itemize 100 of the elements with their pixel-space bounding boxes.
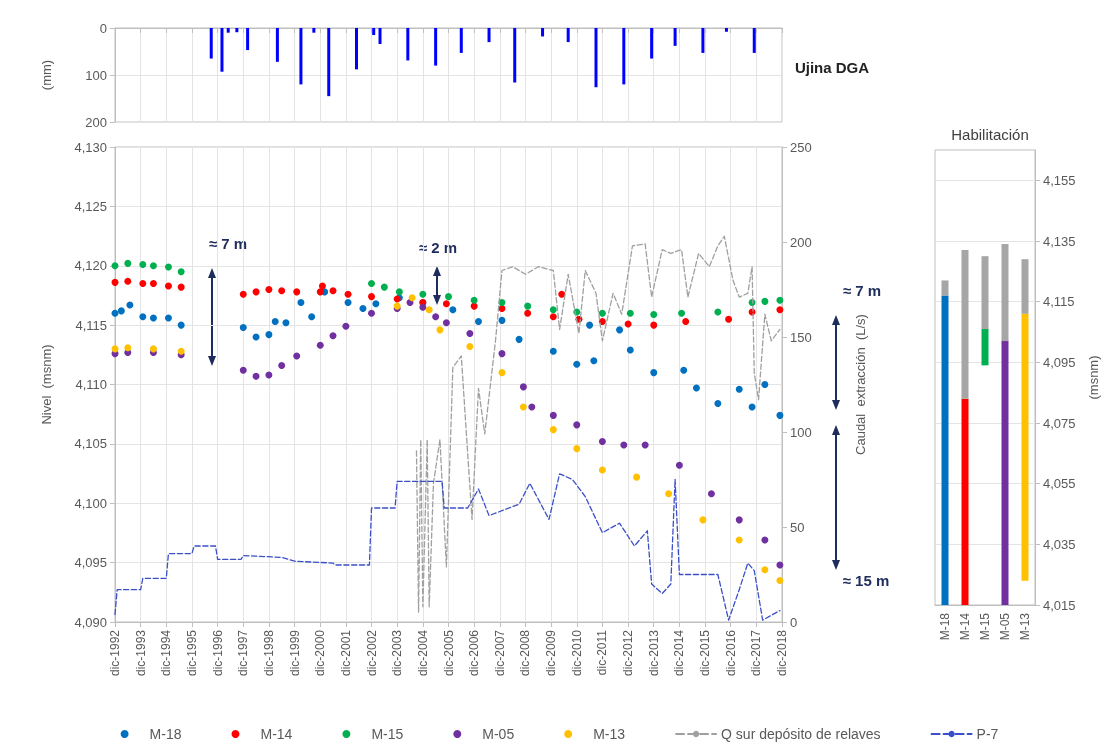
x-tick-label: dic-2010: [569, 629, 584, 677]
x-tick-label: dic-2006: [467, 629, 482, 677]
y2-tick-label: 0: [790, 614, 798, 630]
point: [528, 403, 536, 411]
point: [239, 290, 247, 298]
point: [573, 421, 581, 429]
point: [344, 290, 352, 298]
bar: [701, 28, 705, 53]
point: [616, 326, 624, 334]
y-tick-label: 0: [99, 20, 107, 36]
point: [776, 576, 784, 584]
point: [111, 309, 119, 317]
y2-tick-label: 250: [790, 139, 812, 155]
point: [297, 299, 305, 307]
point: [598, 309, 606, 317]
bar: [1001, 341, 1009, 605]
point: [344, 299, 352, 307]
point: [573, 360, 581, 368]
point: [549, 347, 557, 355]
point: [318, 282, 326, 290]
x-tick-label: dic-2009: [544, 629, 559, 677]
y2-tick-label: 200: [790, 234, 812, 250]
point: [665, 490, 673, 498]
point: [590, 357, 598, 365]
x-tick-label: dic-2017: [749, 629, 764, 677]
y-axis-title: (mm): [39, 59, 54, 91]
point: [725, 315, 733, 323]
point: [111, 262, 119, 270]
x-tick-label: dic-1992: [108, 629, 122, 677]
point: [316, 288, 324, 296]
point: [633, 473, 641, 481]
y-tick-label: 4,125: [74, 198, 107, 214]
point: [449, 306, 457, 314]
bar: [459, 28, 463, 53]
point: [139, 280, 147, 288]
point: [395, 288, 403, 296]
y-tick-label: 4,075: [1043, 415, 1076, 431]
x-tick-label: dic-2011: [595, 629, 610, 676]
point: [549, 306, 557, 314]
bar: [566, 28, 570, 43]
y2-tick-label: 50: [790, 519, 805, 535]
y-tick-label: 4,110: [75, 377, 107, 392]
point: [164, 314, 172, 322]
point: [650, 369, 658, 377]
bar: [312, 28, 316, 33]
point: [252, 372, 260, 380]
point: [308, 313, 316, 321]
point: [498, 316, 506, 324]
legend-label: M-18: [149, 726, 182, 742]
point: [498, 369, 506, 377]
point: [425, 306, 433, 314]
point: [776, 306, 784, 314]
y-tick-label: 4,130: [74, 139, 107, 155]
bar: [246, 28, 250, 51]
point: [626, 346, 634, 354]
point: [342, 322, 350, 330]
bar: [275, 28, 279, 62]
point: [626, 309, 634, 317]
x-tick-label: dic-2018: [775, 629, 789, 677]
point: [650, 310, 658, 318]
point: [761, 381, 769, 388]
x-tick-label: dic-2001: [338, 629, 353, 677]
point: [419, 303, 427, 311]
y-tick-label: 200: [85, 114, 107, 130]
point: [680, 366, 688, 374]
x-tick-label: dic-1998: [261, 629, 276, 677]
point: [329, 332, 337, 340]
point: [239, 366, 247, 374]
point: [177, 283, 185, 291]
bar: [327, 28, 331, 97]
point: [475, 318, 482, 326]
x-tick-label: dic-2013: [646, 629, 661, 677]
point: [177, 321, 185, 329]
y-tick-label: 4,115: [75, 317, 107, 333]
bar: [724, 28, 728, 32]
y-axis-title: (msnm): [1086, 355, 1101, 400]
point: [293, 352, 301, 360]
bar: [981, 328, 989, 366]
point: [558, 290, 566, 298]
bar: [594, 28, 598, 88]
bar: [650, 28, 654, 59]
bar: [299, 28, 303, 85]
bar: [941, 280, 949, 296]
bar: [226, 28, 230, 33]
point: [282, 319, 290, 327]
point: [111, 278, 119, 286]
x-tick-label: M-13: [1018, 612, 1032, 641]
point: [714, 400, 722, 407]
bar: [209, 28, 213, 59]
point: [126, 301, 134, 309]
point: [124, 344, 132, 352]
x-tick-label: dic-1994: [159, 629, 174, 677]
x-tick-label: dic-1997: [236, 629, 251, 677]
legend-label: P-7: [976, 726, 999, 742]
point: [432, 313, 440, 321]
point: [549, 426, 557, 434]
point: [549, 313, 557, 321]
bar: [406, 28, 410, 61]
point: [641, 441, 649, 449]
point: [549, 411, 557, 419]
